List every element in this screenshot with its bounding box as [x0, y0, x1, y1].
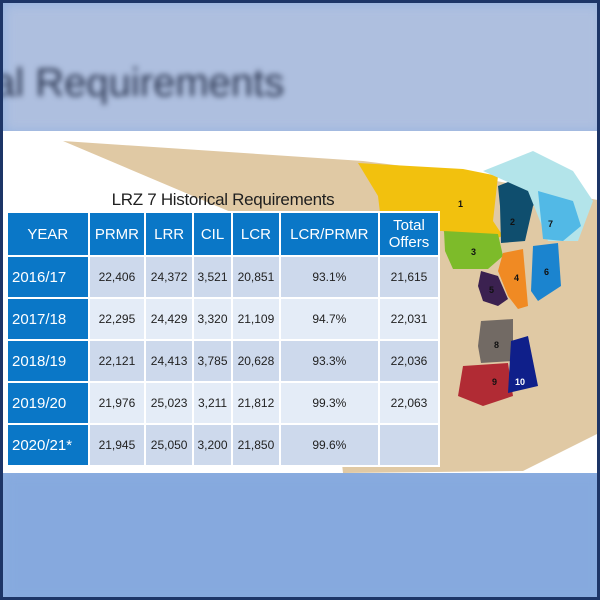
- zone-label-4: 4: [514, 273, 519, 283]
- cell-year: 2020/21*: [8, 425, 88, 465]
- blurred-background-bottom: [3, 471, 597, 597]
- cell-cil: 3,320: [193, 299, 232, 339]
- header-lrr: LRR: [146, 213, 192, 255]
- zone-label-9: 9: [492, 377, 497, 387]
- cell-lrr: 24,413: [146, 341, 192, 381]
- header-total-offers: Total Offers: [380, 213, 438, 255]
- cell-lcr-prmr: 99.3%: [280, 383, 378, 423]
- table-row: 2016/17 22,406 24,372 3,521 20,851 93.1% 21,61…: [8, 257, 438, 297]
- zone-4: [498, 249, 528, 309]
- cell-lcr: 21,850: [233, 425, 279, 465]
- zone-8: [478, 319, 513, 363]
- zone-label-7: 7: [548, 219, 553, 229]
- zone-label-6: 6: [544, 267, 549, 277]
- table-title: LRZ 7 Historical Requirements: [111, 190, 335, 209]
- zone-label-8: 8: [494, 340, 499, 350]
- header-lcr: LCR: [233, 213, 279, 255]
- table-row: 2019/20 21,976 25,023 3,211 21,812 99.3% 22,06…: [8, 383, 438, 423]
- cell-cil: 3,785: [193, 341, 232, 381]
- cell-prmr: 22,295: [89, 299, 145, 339]
- cell-year: 2019/20: [8, 383, 88, 423]
- cell-lcr-prmr: 93.3%: [280, 341, 378, 381]
- zone-label-2: 2: [510, 217, 515, 227]
- zone-label-3: 3: [471, 247, 476, 257]
- cell-total-offers: 22,036: [380, 341, 438, 381]
- zone-10: [508, 336, 538, 393]
- header-cil: CIL: [193, 213, 232, 255]
- cell-prmr: 22,121: [89, 341, 145, 381]
- cell-year: 2018/19: [8, 341, 88, 381]
- cell-total-offers: 22,031: [380, 299, 438, 339]
- cell-prmr: 21,945: [89, 425, 145, 465]
- header-prmr: PRMR: [89, 213, 145, 255]
- cell-total-offers: 21,615: [380, 257, 438, 297]
- cell-lcr: 20,851: [233, 257, 279, 297]
- zone-5: [478, 271, 508, 306]
- zone-label-5: 5: [489, 285, 494, 295]
- requirements-table: YEAR PRMR LRR CIL LCR LCR/PRMR Total Off…: [6, 211, 440, 467]
- table-row: 2020/21* 21,945 25,050 3,200 21,850 99.6%: [8, 425, 438, 465]
- cell-cil: 3,521: [193, 257, 232, 297]
- zone-7: [538, 191, 581, 241]
- cell-year: 2017/18: [8, 299, 88, 339]
- cell-lrr: 25,050: [146, 425, 192, 465]
- cell-prmr: 21,976: [89, 383, 145, 423]
- cell-lcr: 21,812: [233, 383, 279, 423]
- cell-lcr: 20,628: [233, 341, 279, 381]
- zone-9: [458, 363, 513, 406]
- cell-prmr: 22,406: [89, 257, 145, 297]
- cell-total-offers: [380, 425, 438, 465]
- blurred-background-top: [3, 3, 597, 133]
- table-row: 2018/19 22,121 24,413 3,785 20,628 93.3% 22,03…: [8, 341, 438, 381]
- cell-cil: 3,211: [193, 383, 232, 423]
- zone-3: [444, 231, 503, 269]
- cell-lrr: 24,429: [146, 299, 192, 339]
- zone-6: [531, 243, 561, 301]
- cell-lrr: 25,023: [146, 383, 192, 423]
- cell-lrr: 24,372: [146, 257, 192, 297]
- slide-panel: 1 2 3 4 5 6 7 8 9 10 LRZ 7 Historical Re…: [3, 131, 597, 473]
- cell-lcr-prmr: 94.7%: [280, 299, 378, 339]
- table-row: 2017/18 22,295 24,429 3,320 21,109 94.7% 22,03…: [8, 299, 438, 339]
- cell-year: 2016/17: [8, 257, 88, 297]
- cell-total-offers: 22,063: [380, 383, 438, 423]
- header-year: YEAR: [8, 213, 88, 255]
- header-lcr-prmr: LCR/PRMR: [280, 213, 378, 255]
- cell-lcr: 21,109: [233, 299, 279, 339]
- cell-lcr-prmr: 93.1%: [280, 257, 378, 297]
- zone-label-1: 1: [458, 199, 463, 209]
- cell-lcr-prmr: 99.6%: [280, 425, 378, 465]
- blurred-background-title: al Requirements: [0, 61, 285, 105]
- cell-cil: 3,200: [193, 425, 232, 465]
- zone-label-10: 10: [515, 377, 525, 387]
- table-header-row: YEAR PRMR LRR CIL LCR LCR/PRMR Total Off…: [8, 213, 438, 255]
